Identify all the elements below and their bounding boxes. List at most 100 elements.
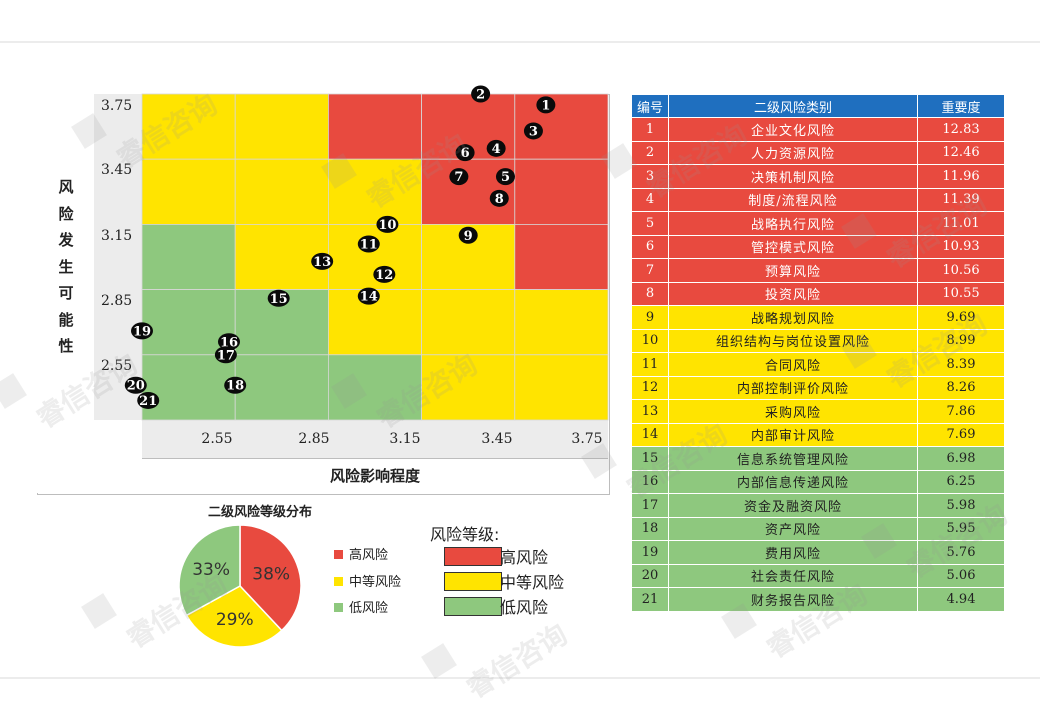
table-row: 16 内部信息传递风险 6.25 [631,469,1005,494]
risk-point-13: 13 [311,252,334,270]
risk-point-10: 10 [376,215,399,233]
pie-slice-label: 38% [252,565,290,585]
cell-category: 合同风险 [668,352,918,377]
risk-zone-cell-low [327,354,422,421]
cell-importance: 6.25 [917,469,1005,494]
risk-point-label: 21 [139,394,157,409]
table-row: 15 信息系统管理风险 6.98 [631,446,1005,471]
cell-category: 社会责任风险 [668,563,918,588]
risk-point-label: 18 [226,379,244,394]
cell-number: 17 [631,493,669,518]
table-row: 11 合同风险 8.39 [631,352,1005,377]
table-row: 5 战略执行风险 11.01 [631,211,1005,236]
risk-point-6: 6 [455,144,475,162]
table-header-row: 编号 二级风险类别 重要度 [631,94,1005,118]
cell-importance: 6.98 [917,446,1005,471]
risk-point-label: 14 [360,290,378,305]
risk-zone-cell-high [514,223,609,290]
cell-importance: 5.76 [917,540,1005,565]
cell-number: 16 [631,469,669,494]
risk-point-2: 2 [471,85,491,103]
y-axis-title: 风 险 发 生 可 能 性 [56,174,76,360]
table-row: 6 管控模式风险 10.93 [631,234,1005,259]
x-tick-label: 2.85 [298,431,330,447]
cell-category: 战略执行风险 [668,211,918,236]
header-number: 编号 [631,94,669,118]
cell-category: 管控模式风险 [668,234,918,259]
x-axis-title: 风险影响程度 [329,467,420,485]
risk-point-15: 15 [267,289,290,307]
cell-number: 3 [631,164,669,189]
risk-point-marker [523,122,543,140]
x-tick-label: 2.55 [201,431,233,447]
cell-category: 资金及融资风险 [668,493,918,518]
bottom-divider [0,677,1040,679]
risk-point-marker [495,168,515,186]
table-row: 17 资金及融资风险 5.98 [631,493,1005,518]
level-label-mid: 中等风险 [500,573,565,592]
risk-point-11: 11 [357,235,380,253]
cell-number: 10 [631,328,669,353]
level-swatch-mid [444,572,502,591]
risk-point-marker [217,333,240,351]
x-axis-title-box [142,458,608,494]
header-importance: 重要度 [917,94,1005,118]
risk-point-label: 9 [464,229,473,244]
risk-point-5: 5 [495,168,515,186]
cell-category: 内部审计风险 [668,422,918,447]
y-tick-column [94,94,142,420]
pie-legend-item-mid: 中等风险 [334,571,401,590]
level-swatch-high [444,547,502,566]
cell-category: 资产风险 [668,516,918,541]
risk-point-8: 8 [489,189,509,207]
y-tick-label: 3.15 [101,228,133,244]
risk-level-pie: 38% 29% 33% [178,524,302,648]
cell-category: 人力资源风险 [668,140,918,165]
risk-point-label: 3 [529,124,538,139]
cell-number: 2 [631,140,669,165]
cell-importance: 10.93 [917,234,1005,259]
risk-point-label: 17 [217,348,235,363]
risk-point-18: 18 [224,376,247,394]
cell-importance: 5.06 [917,563,1005,588]
y-title-char: 性 [58,337,74,355]
table-row: 7 预算风险 10.56 [631,258,1005,283]
risk-point-1: 1 [536,96,556,114]
risk-point-label: 12 [375,268,393,283]
pie-slice-label: 29% [216,610,254,630]
risk-point-12: 12 [373,265,396,283]
cell-importance: 7.86 [917,399,1005,424]
risk-point-marker [131,322,153,340]
matrix-corner [37,420,142,493]
pie-slice-2 [178,524,241,617]
cell-importance: 7.69 [917,422,1005,447]
risk-zone-cell-mid [327,158,422,225]
y-tick-label: 2.55 [101,358,133,374]
table-row: 20 社会责任风险 5.06 [631,563,1005,588]
level-label-low: 低风险 [500,598,549,617]
table-row: 18 资产风险 5.95 [631,516,1005,541]
risk-point-marker [214,346,237,364]
table-row: 13 采购风险 7.86 [631,399,1005,424]
cell-importance: 12.46 [917,140,1005,165]
y-title-char: 可 [58,284,74,302]
cell-number: 19 [631,540,669,565]
cell-number: 13 [631,399,669,424]
pie-legend-item-low: 低风险 [334,597,388,616]
x-tick-label: 3.75 [571,431,603,447]
risk-point-label: 6 [461,146,470,161]
risk-zone-cell-mid [234,158,329,225]
risk-point-label: 4 [492,142,501,157]
risk-point-3: 3 [523,122,543,140]
cell-number: 8 [631,281,669,306]
y-tick-label: 2.85 [101,293,133,309]
level-swatch-low [444,597,502,616]
risk-zone-cell-mid [514,354,609,421]
pie-legend-item-high: 高风险 [334,544,388,563]
cell-number: 21 [631,587,669,612]
risk-point-marker [455,144,475,162]
cell-number: 1 [631,117,669,142]
y-title-char: 能 [58,310,74,329]
risk-point-label: 10 [378,218,396,233]
